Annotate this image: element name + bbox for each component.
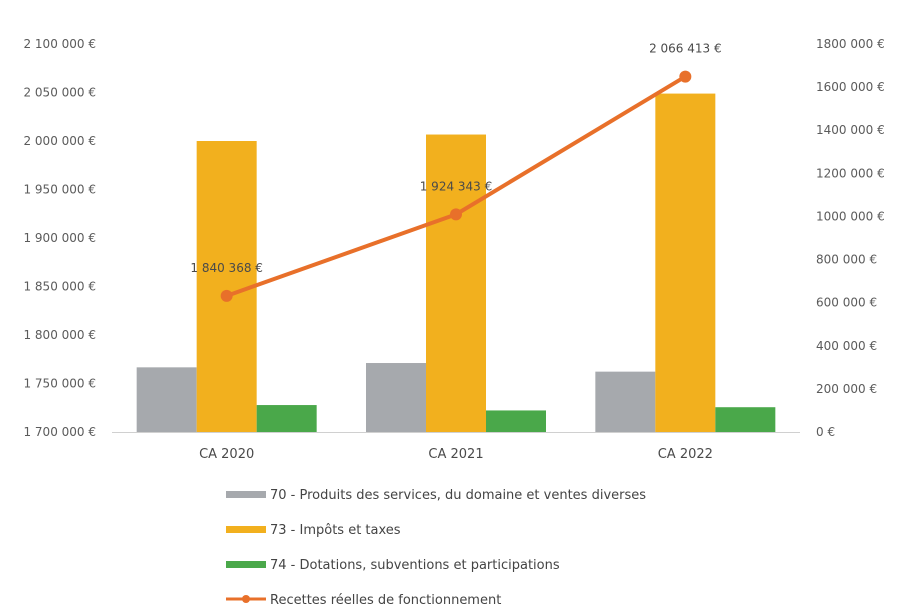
- right-axis: 0 € 200 000 € 400 000 € 600 000 € 800 000 € 1…: [816, 37, 885, 439]
- bar: [136, 367, 197, 432]
- right-tick-label: 1800 000 €: [816, 37, 885, 51]
- left-axis: 1 700 000 € 1 750 000 € 1 800 000 € 1 850 0…: [23, 37, 96, 439]
- right-tick-label: 400 000 €: [816, 339, 877, 353]
- line-point: [450, 208, 462, 221]
- bar: [366, 363, 426, 432]
- left-tick-label: 2 000 000 €: [23, 134, 96, 148]
- left-tick-label: 1 950 000 €: [23, 183, 96, 197]
- legend-label: 70 - Produits des services, du domaine e…: [270, 488, 646, 503]
- right-tick-label: 200 000 €: [816, 382, 877, 396]
- right-tick-label: 1200 000 €: [816, 166, 885, 180]
- left-tick-label: 1 850 000 €: [23, 280, 96, 294]
- left-tick-label: 2 100 000 €: [23, 37, 96, 51]
- line-point: [679, 70, 692, 83]
- legend-marker: [242, 595, 250, 603]
- x-tick-label: CA 2022: [658, 447, 713, 462]
- legend-label: 73 - Impôts et taxes: [270, 523, 401, 538]
- line-point: [220, 289, 233, 302]
- x-tick-label: CA 2021: [428, 447, 483, 462]
- legend-label: Recettes réelles de fonctionnement: [270, 593, 501, 606]
- legend-swatch: [226, 491, 266, 498]
- left-tick-label: 1 700 000 €: [23, 425, 96, 439]
- bars-layer: [136, 93, 776, 433]
- bar: [486, 410, 546, 432]
- data-label: 1 924 343 €: [420, 179, 493, 193]
- right-tick-label: 1000 000 €: [816, 209, 885, 223]
- line-layer: 1 840 368 € 1 924 343 € 2 066 413 €: [190, 42, 722, 302]
- x-axis: CA 2020 CA 2021 CA 2022: [199, 447, 713, 462]
- left-tick-label: 1 750 000 €: [23, 377, 96, 391]
- left-tick-label: 2 050 000 €: [23, 86, 96, 100]
- right-tick-label: 1600 000 €: [816, 80, 885, 94]
- right-tick-label: 800 000 €: [816, 253, 877, 267]
- bar: [426, 134, 486, 433]
- right-tick-label: 1400 000 €: [816, 123, 885, 137]
- x-tick-label: CA 2020: [199, 447, 254, 462]
- bar: [595, 371, 656, 432]
- bar: [655, 93, 716, 433]
- bar: [256, 405, 317, 432]
- legend-swatch: [226, 561, 266, 568]
- bar: [715, 407, 776, 432]
- bar: [196, 141, 257, 432]
- legend: 70 - Produits des services, du domaine e…: [226, 488, 646, 606]
- data-label: 1 840 368 €: [190, 261, 263, 275]
- legend-swatch: [226, 526, 266, 533]
- data-label: 2 066 413 €: [649, 42, 722, 56]
- left-tick-label: 1 800 000 €: [23, 328, 96, 342]
- legend-label: 74 - Dotations, subventions et participa…: [270, 558, 560, 573]
- left-tick-label: 1 900 000 €: [23, 231, 96, 245]
- right-tick-label: 600 000 €: [816, 296, 877, 310]
- right-tick-label: 0 €: [816, 425, 835, 439]
